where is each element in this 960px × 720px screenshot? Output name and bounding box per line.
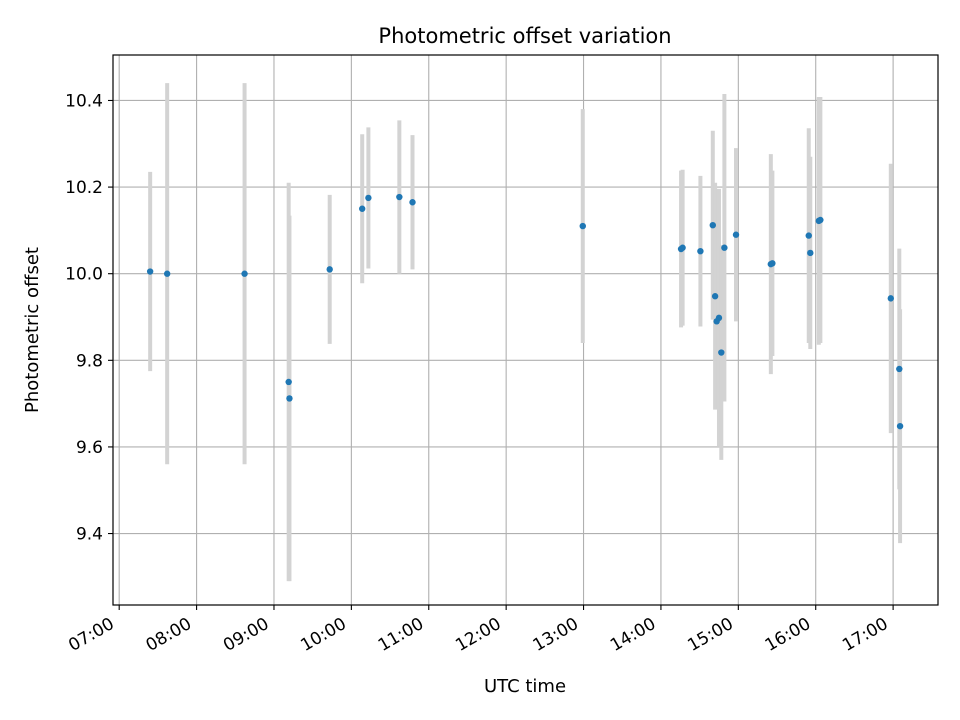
y-axis-ticks: 9.4 9.6 9.8 10.0 10.2 10.4	[65, 91, 113, 545]
data-point	[715, 314, 723, 322]
data-point	[579, 222, 586, 230]
data-point	[409, 199, 416, 206]
data-point	[711, 293, 719, 300]
data-point	[718, 349, 725, 356]
x-axis-label: UTC time	[484, 676, 566, 697]
data-point	[396, 193, 403, 201]
data-point	[709, 221, 716, 229]
y-tick-label: 9.8	[76, 351, 103, 371]
y-tick-label: 9.4	[76, 525, 103, 545]
y-tick-label: 10.2	[65, 178, 103, 198]
data-point	[286, 395, 293, 402]
plot-frame	[112, 54, 939, 606]
y-tick-label: 10.4	[65, 91, 103, 111]
data-point	[697, 247, 704, 255]
data-point	[817, 216, 824, 224]
y-axis-label: Photometric offset	[22, 247, 43, 413]
data-point	[146, 268, 154, 275]
data-point	[241, 270, 248, 277]
data-point	[326, 266, 333, 273]
data-point	[721, 244, 728, 251]
data-points	[146, 193, 904, 430]
data-point	[365, 194, 372, 202]
data-point	[359, 205, 366, 212]
y-tick-label: 10.0	[65, 265, 103, 285]
data-point	[679, 244, 686, 251]
data-point	[896, 365, 903, 373]
data-point	[769, 260, 776, 267]
grid-lines	[113, 55, 938, 605]
data-point	[805, 232, 812, 239]
data-point	[887, 295, 894, 302]
data-point	[896, 422, 904, 430]
data-point	[163, 270, 171, 277]
data-point	[807, 249, 814, 257]
y-tick-label: 9.6	[76, 438, 103, 458]
chart-title: Photometric offset variation	[378, 24, 671, 48]
data-point	[285, 378, 292, 386]
data-point	[732, 231, 740, 238]
